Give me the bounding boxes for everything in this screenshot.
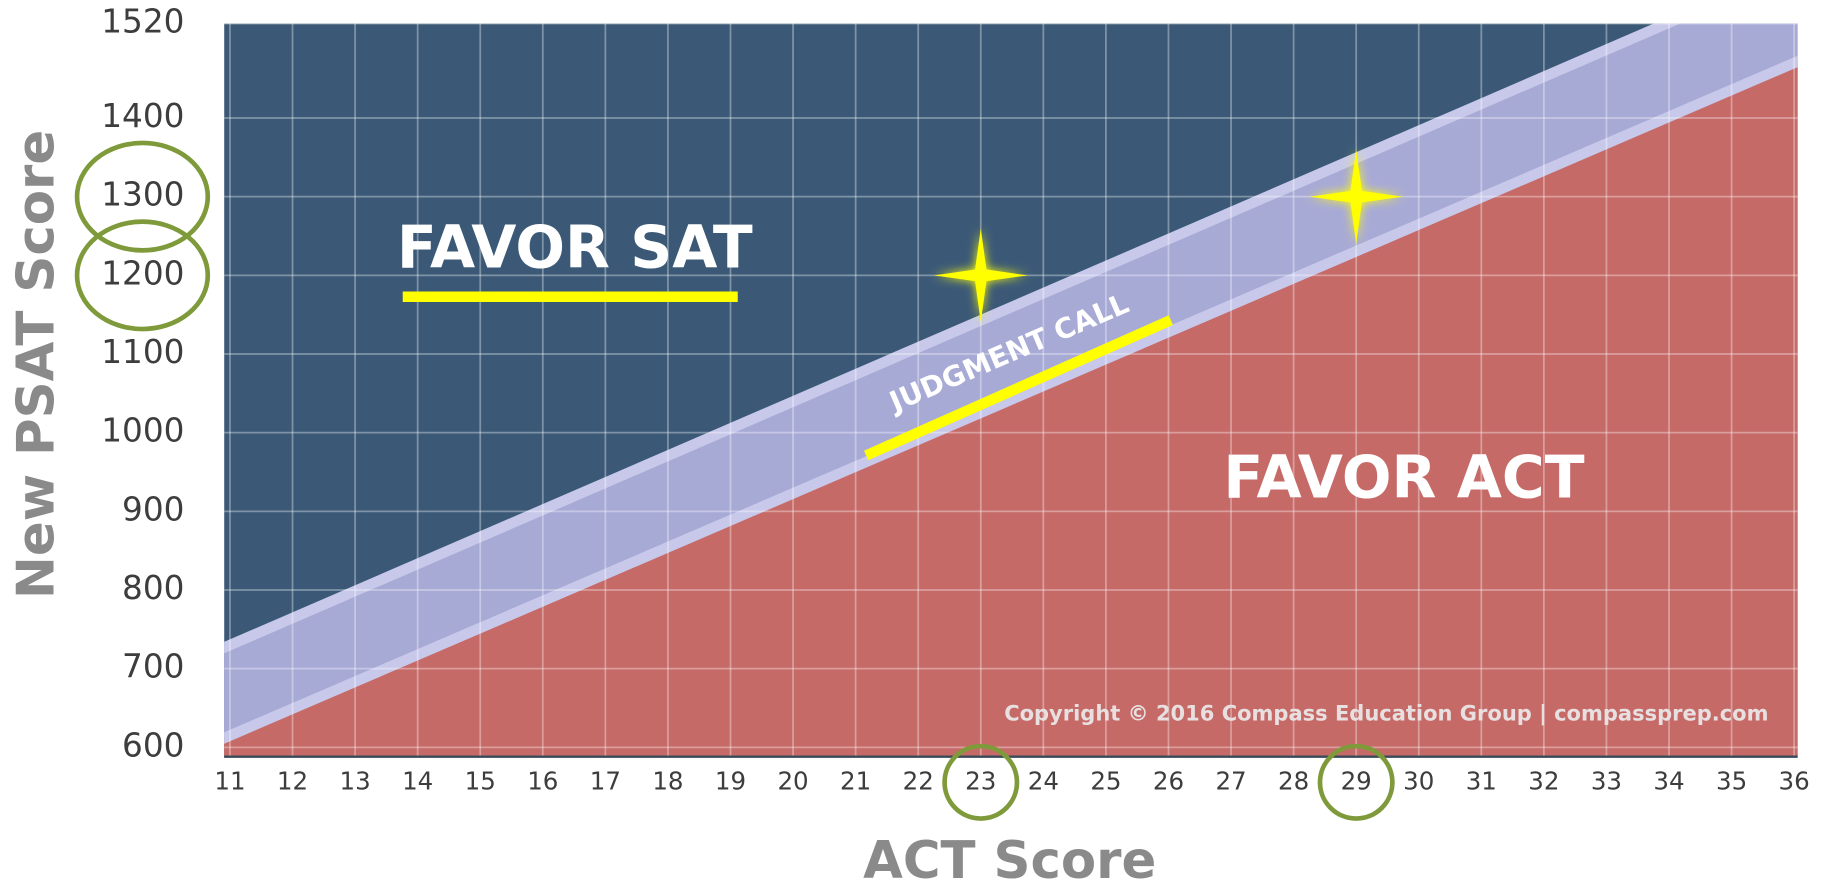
y-tick-label: 600 <box>122 726 184 764</box>
judgment-band <box>224 23 1798 739</box>
x-tick-label: 36 <box>1779 766 1810 795</box>
region-label: FAVOR SAT <box>397 213 753 281</box>
copyright: Copyright © 2016 Compass Education Group… <box>1004 701 1768 727</box>
band-label-underline <box>864 315 1173 461</box>
band-edge <box>224 55 1798 744</box>
y-axis-title: New PSAT Score <box>7 130 67 599</box>
y-tick-label: 1400 <box>101 97 184 135</box>
x-tick-label: 24 <box>1028 766 1059 795</box>
y-tick-label: 1000 <box>101 412 184 450</box>
x-tick-label: 34 <box>1653 766 1684 795</box>
y-tick-circle <box>74 140 211 253</box>
x-tick-label: 18 <box>652 766 683 795</box>
x-axis-title: ACT Score <box>863 831 1156 883</box>
y-tick-circle <box>74 219 211 332</box>
x-tick-label: 11 <box>214 766 245 795</box>
x-tick-label: 31 <box>1466 766 1497 795</box>
x-tick-label: 32 <box>1528 766 1559 795</box>
x-tick-label: 25 <box>1090 766 1121 795</box>
region-label: FAVOR ACT <box>1223 443 1584 511</box>
highlight-star <box>934 228 1028 323</box>
x-tick-label: 28 <box>1278 766 1309 795</box>
x-tick-label: 29 <box>1341 766 1372 795</box>
y-tick-label: 700 <box>122 648 184 686</box>
x-tick-label: 16 <box>527 766 558 795</box>
x-tick-circle <box>1317 743 1395 821</box>
highlight-star <box>1309 150 1403 244</box>
y-tick-label: 1100 <box>101 333 184 371</box>
x-tick-label: 13 <box>340 766 371 795</box>
x-tick-label: 12 <box>277 766 308 795</box>
x-tick-label: 20 <box>777 766 808 795</box>
band-edge <box>224 23 1681 654</box>
x-tick-label: 23 <box>965 766 996 795</box>
y-tick-label: 1300 <box>101 176 184 214</box>
x-tick-label: 17 <box>590 766 621 795</box>
y-tick-label: 1520 <box>101 3 184 41</box>
x-tick-label: 19 <box>715 766 746 795</box>
x-tick-label: 33 <box>1591 766 1622 795</box>
y-tick-label: 900 <box>122 490 184 528</box>
y-tick-label: 800 <box>122 569 184 607</box>
x-tick-label: 30 <box>1403 766 1434 795</box>
x-tick-label: 26 <box>1153 766 1184 795</box>
x-tick-label: 14 <box>402 766 433 795</box>
plot-area <box>224 23 1798 757</box>
x-tick-label: 35 <box>1716 766 1747 795</box>
x-tick-label: 21 <box>840 766 871 795</box>
y-tick-label: 1200 <box>101 254 184 292</box>
x-tick-label: 15 <box>465 766 496 795</box>
x-tick-circle <box>942 743 1020 821</box>
x-tick-label: 22 <box>903 766 934 795</box>
x-tick-label: 27 <box>1215 766 1246 795</box>
